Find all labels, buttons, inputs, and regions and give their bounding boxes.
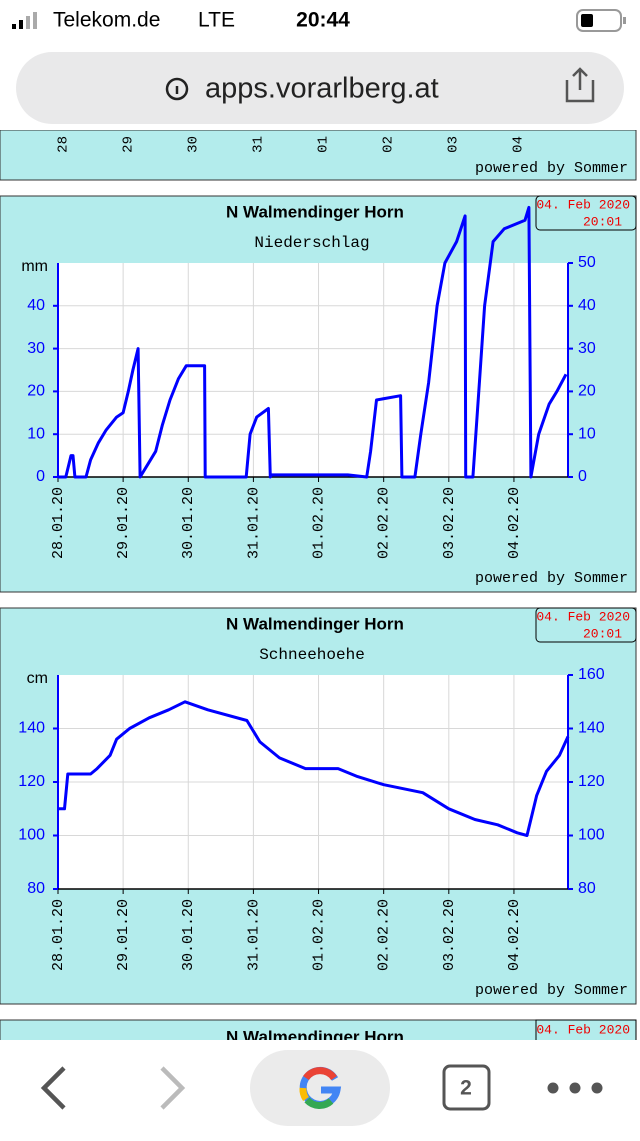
y-tick-label: 10 <box>27 425 45 442</box>
y2-tick-label: 40 <box>578 297 596 314</box>
x-tick-label: 04 <box>511 136 527 153</box>
y-axis-label: cm <box>27 670 48 687</box>
x-tick-label: 04.02.20 <box>506 899 523 971</box>
y-tick-label: 30 <box>27 340 45 357</box>
x-tick-label: 03.02.20 <box>441 487 458 559</box>
chart-subtitle: Niederschlag <box>254 234 369 252</box>
forward-button[interactable] <box>160 1066 186 1110</box>
y-tick-label: 140 <box>18 720 45 737</box>
x-tick-label: 30.01.20 <box>180 487 197 559</box>
x-tick-label: 02.02.20 <box>376 487 393 559</box>
x-tick-label: 01 <box>316 136 332 153</box>
google-logo <box>303 1067 337 1081</box>
status-bg <box>0 0 640 40</box>
status-bar: Telekom.de LTE 20:44 <box>0 0 640 40</box>
timestamp-time: 20:01 <box>583 626 622 641</box>
y-tick-label: 0 <box>36 468 45 485</box>
network: LTE <box>198 9 235 32</box>
timestamp-box <box>535 195 637 231</box>
data-line <box>58 700 570 837</box>
back-button[interactable] <box>40 1066 66 1110</box>
address-bar[interactable]: apps.vorarlberg.at <box>0 40 640 130</box>
y2-tick-label: 100 <box>578 827 605 844</box>
y-tick-label: 80 <box>27 880 45 897</box>
google-button[interactable] <box>250 1050 390 1126</box>
tabs-button[interactable] <box>442 1064 491 1111</box>
x-tick-label: 30.01.20 <box>180 899 197 971</box>
x-tick-label: 28.01.20 <box>50 487 67 559</box>
x-tick-label: 02 <box>381 136 397 153</box>
y2-tick-label: 160 <box>578 666 605 683</box>
battery-tip <box>623 17 626 24</box>
x-tick-label: 31.01.20 <box>245 487 262 559</box>
timestamp-date: 04. Feb 2020 <box>536 609 630 624</box>
chart-title: N Walmendinger Horn <box>226 202 404 221</box>
signal <box>19 20 23 29</box>
y2-tick-label: 10 <box>578 425 596 442</box>
battery-level <box>581 14 593 27</box>
credit: powered by Sommer <box>475 160 628 177</box>
menu-dot[interactable] <box>591 1082 603 1094</box>
signal <box>12 24 16 29</box>
x-tick-label: 01.02.20 <box>311 899 328 971</box>
battery <box>576 9 622 32</box>
y2-tick-label: 20 <box>578 383 596 400</box>
toolbar: 2 <box>0 1040 640 1136</box>
x-tick-label: 02.02.20 <box>376 899 393 971</box>
menu-dot[interactable] <box>569 1082 581 1094</box>
tab-count[interactable]: 2 <box>460 1077 472 1100</box>
x-tick-label: 28 <box>56 136 72 153</box>
y2-tick-label: 30 <box>578 340 596 357</box>
y-axis-label: mm <box>21 258 48 275</box>
x-tick-label: 03.02.20 <box>441 899 458 971</box>
x-tick-label: 29 <box>121 136 137 153</box>
carrier: Telekom.de <box>53 9 160 32</box>
y-tick-label: 100 <box>18 827 45 844</box>
web-content: powered by Sommer 28 29 30 31 01 02 03 04 N Walm… <box>0 129 637 1051</box>
y2-tick-label: 80 <box>578 880 596 897</box>
chart-title: N Walmendinger Horn <box>226 614 404 633</box>
timestamp: 04. Feb 2020 <box>536 1022 630 1037</box>
y2-tick-label: 50 <box>578 254 596 271</box>
y2-tick-label: 140 <box>578 720 605 737</box>
x-tick-label: 03 <box>446 136 462 153</box>
timestamp-date: 04. Feb 2020 <box>536 197 630 212</box>
signal <box>33 12 37 29</box>
timestamp-box <box>535 607 637 643</box>
data-line <box>58 205 568 479</box>
plot-area <box>58 263 568 477</box>
google-logo <box>299 1087 310 1101</box>
chart-subtitle: Schneehoehe <box>259 646 365 664</box>
url[interactable]: apps.vorarlberg.at <box>205 73 439 105</box>
x-tick-label: 31.01.20 <box>245 899 262 971</box>
x-tick-label: 29.01.20 <box>115 899 132 971</box>
partial-panel <box>0 129 637 181</box>
timestamp-time: 20:01 <box>583 214 622 229</box>
menu-dot[interactable] <box>547 1082 559 1094</box>
clock: 20:44 <box>296 9 350 32</box>
y2-tick-label: 120 <box>578 773 605 790</box>
x-tick-label: 01.02.20 <box>311 487 328 559</box>
x-tick-label: 31 <box>251 136 267 153</box>
credit: powered by Sommer <box>475 570 628 587</box>
y-tick-label: 20 <box>27 383 45 400</box>
credit: powered by Sommer <box>475 982 628 999</box>
x-tick-label: 30 <box>186 136 202 153</box>
signal <box>26 16 30 29</box>
x-tick-label: 29.01.20 <box>115 487 132 559</box>
info-icon[interactable] <box>165 77 189 101</box>
y2-tick-label: 0 <box>578 468 587 485</box>
x-tick-label: 04.02.20 <box>506 487 523 559</box>
url-field[interactable] <box>16 52 624 124</box>
y-tick-label: 120 <box>18 773 45 790</box>
x-tick-label: 28.01.20 <box>50 899 67 971</box>
y-tick-label: 40 <box>27 297 45 314</box>
share-icon[interactable] <box>565 67 595 103</box>
google-logo <box>304 1097 334 1109</box>
